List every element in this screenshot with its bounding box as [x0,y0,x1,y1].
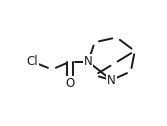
Text: N: N [84,55,93,68]
Text: O: O [65,76,75,90]
Text: N: N [107,74,116,87]
Text: Cl: Cl [27,55,38,68]
